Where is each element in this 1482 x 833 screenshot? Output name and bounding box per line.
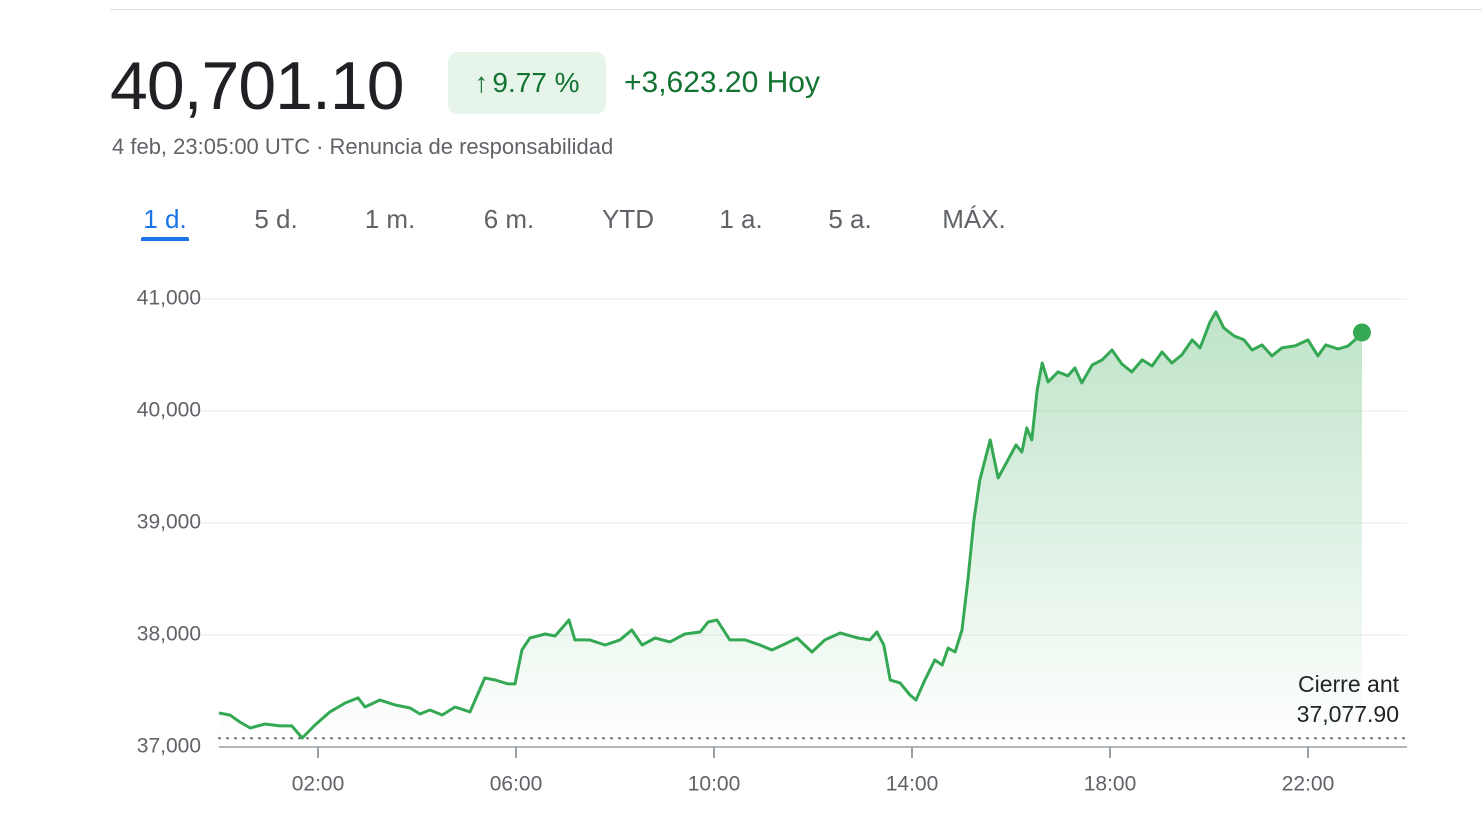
arrow: ↑: [474, 67, 489, 98]
area: [219, 311, 1362, 747]
last-point: [1352, 323, 1371, 342]
y-tick-label: 37,000: [137, 735, 201, 758]
x-tick-label: 18:00: [1084, 773, 1137, 796]
x-tick-label: 10:00: [688, 773, 741, 796]
subtitle: 4 feb, 23:05:00 UTC · Renuncia de responsa…: [112, 133, 619, 161]
y-tick-label: 40,000: [137, 399, 201, 422]
range-tab[interactable]: 5 d.: [254, 204, 298, 234]
change-percent: 9.77 %: [492, 67, 580, 98]
change-abs: +3,623.20 Hoy: [624, 66, 820, 99]
change-badge: ↑ 9.77 %: [448, 52, 606, 114]
y-tick-label: 38,000: [137, 623, 201, 646]
range-tab[interactable]: 1 d.: [143, 204, 187, 234]
divider: [110, 9, 1482, 10]
range-tab[interactable]: 6 m.: [483, 204, 535, 234]
y-tick-label: 39,000: [137, 511, 201, 534]
price: 40,701.10: [110, 48, 405, 124]
x-tick-label: 06:00: [490, 773, 543, 796]
range-tab[interactable]: MÁX.: [942, 204, 1006, 234]
separator: ·: [316, 134, 324, 159]
range-tab[interactable]: YTD: [602, 204, 654, 234]
range-tab[interactable]: 1 a.: [719, 204, 763, 234]
tab-underline: [141, 237, 189, 241]
timestamp: 4 feb, 23:05:00 UTC: [112, 134, 311, 159]
x-tick-label: 14:00: [886, 773, 939, 796]
range-tab[interactable]: 5 a.: [828, 204, 872, 234]
y-tick-label: 41,000: [137, 287, 201, 310]
disclaimer-link[interactable]: Renuncia de responsabilidad: [329, 134, 614, 159]
price-line: [218, 310, 1364, 740]
range-tab[interactable]: 1 m.: [364, 204, 416, 234]
range-tabs: 1 d. 5 d. 1 m. 6 m. YTD 1 a. 5 a. MÁX.: [0, 200, 1482, 250]
x-tick-label: 22:00: [1282, 773, 1335, 796]
x-tick-label: 02:00: [292, 773, 345, 796]
